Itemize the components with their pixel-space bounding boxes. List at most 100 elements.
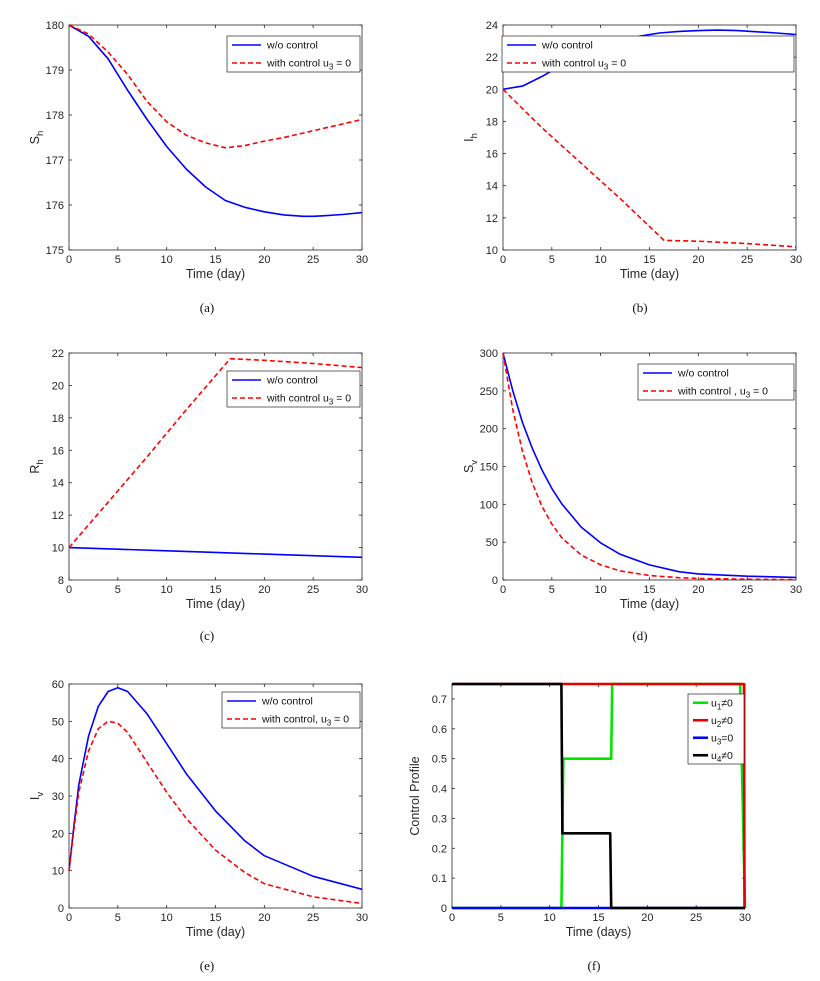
y-tick-label: 16: [52, 445, 64, 457]
legend-label-tail: ≠0: [721, 697, 733, 709]
y-axis-label-sub: v: [35, 792, 46, 797]
legend-label-sub: 1: [717, 702, 722, 711]
legend-label-main: w/o control: [541, 40, 593, 52]
chart-c: 0 5 10 15 20 25 30 8 10 12 14 16 18 20 22 Time (day) Rh w…: [28, 348, 368, 643]
panel-caption: (a): [200, 300, 214, 315]
panel-caption: (d): [632, 628, 647, 643]
y-axis-label: Control Profile: [408, 756, 422, 835]
x-tick-label: 20: [692, 584, 704, 596]
legend-label-main: with control u: [266, 58, 329, 70]
legend-label-tail: = 0: [333, 393, 351, 405]
legend-label: u4≠0: [711, 750, 733, 764]
legend: w/o control with control u3 = 0: [226, 35, 361, 73]
y-tick-label: 8: [58, 575, 64, 587]
y-axis-label: Sh: [28, 131, 46, 145]
series-line-1: [68, 686, 363, 891]
chart-e: 0 5 10 15 20 25 30 0 10 20 30 40 50 60 Time (day) Iv w/o…: [28, 679, 368, 973]
legend-box: [687, 693, 745, 765]
series-line-2: [502, 352, 797, 581]
legend-label-tail: =0: [721, 732, 733, 744]
legend-box: [226, 370, 361, 408]
y-tick-label: 10: [52, 543, 64, 555]
legend-label-sub: 3: [329, 398, 334, 407]
legend-label-tail: ≠0: [721, 750, 733, 762]
legend-label-main: w/o control: [266, 375, 318, 387]
y-axis-label-sub: h: [35, 131, 46, 136]
series-line-2: [68, 24, 363, 149]
y-tick-label: 18: [52, 413, 64, 425]
y-tick-label: 180: [46, 20, 64, 32]
series-line-2: [68, 357, 363, 549]
panel-caption: (b): [632, 300, 647, 315]
series-line-1: [502, 352, 797, 579]
x-tick-label: 20: [258, 912, 270, 924]
x-axis-label: Time (day): [186, 267, 245, 281]
y-axis-label: Iv: [28, 792, 46, 800]
x-tick-label: 20: [258, 254, 270, 266]
legend-label-tail: = 0: [331, 714, 349, 726]
y-axis-label-main: S: [28, 136, 42, 144]
x-tick-label: 0: [66, 584, 72, 596]
y-tick-label: 22: [486, 52, 498, 64]
x-tick-label: 30: [356, 584, 368, 596]
y-tick-label: 60: [52, 679, 64, 691]
x-tick-label: 20: [641, 912, 653, 924]
y-tick-label: 0.3: [432, 813, 447, 825]
y-tick-label: 20: [52, 380, 64, 392]
x-tick-label: 30: [356, 912, 368, 924]
legend-label-main: u: [711, 732, 717, 744]
legend-label-main: with control, u: [261, 714, 327, 726]
legend-label-main: w/o control: [261, 696, 313, 708]
x-tick-label: 25: [741, 584, 753, 596]
legend-label: with control u3 = 0: [541, 58, 626, 72]
legend-label-main: with control u: [541, 58, 604, 70]
chart-f: 0 5 10 15 20 25 30 0 0.1 0.2 0.3 0.4 0.5 0.6 0.7 Time (…: [408, 682, 751, 973]
x-tick-label: 30: [790, 254, 802, 266]
y-axis-label-main: I: [28, 797, 42, 800]
x-tick-label: 15: [209, 912, 221, 924]
legend-label: w/o control: [266, 375, 318, 387]
y-tick-label: 0: [58, 903, 64, 915]
legend-label-main: with control , u: [677, 386, 746, 398]
chart-a: 0 5 10 15 20 25 30 175 176 177 178 179 180 Time (day)…: [28, 20, 368, 315]
y-axis-label: Sv: [462, 460, 480, 473]
legend-label-main: u: [711, 715, 717, 727]
series-line-2: [68, 720, 363, 905]
legend: w/o control with control u3 = 0: [226, 370, 361, 408]
y-tick-label: 177: [46, 155, 64, 167]
x-tick-label: 0: [66, 912, 72, 924]
legend-label: with control, u3 = 0: [261, 714, 349, 728]
legend-label: u2≠0: [711, 715, 733, 729]
y-tick-label: 0: [492, 575, 498, 587]
y-tick-label: 12: [486, 213, 498, 225]
x-tick-label: 10: [161, 912, 173, 924]
x-axis-label: Time (day): [620, 267, 679, 281]
legend-label-sub: 2: [717, 720, 722, 729]
legend-label: w/o control: [677, 368, 729, 380]
legend-label-sub: 4: [717, 755, 722, 764]
x-axis-label: Time (day): [186, 597, 245, 611]
y-tick-label: 176: [46, 200, 64, 212]
x-tick-label: 5: [115, 254, 121, 266]
legend-label-sub: 3: [717, 737, 722, 746]
x-tick-label: 25: [741, 254, 753, 266]
legend-label-tail: = 0: [333, 58, 351, 70]
y-tick-label: 30: [52, 791, 64, 803]
y-tick-label: 179: [46, 65, 64, 77]
panel-caption: (e): [200, 958, 214, 973]
y-tick-label: 300: [480, 348, 498, 360]
y-tick-label: 150: [480, 462, 498, 474]
legend-label-main: u: [711, 697, 717, 709]
x-tick-label: 10: [161, 254, 173, 266]
y-axis-label-sub: v: [469, 460, 480, 465]
legend-box: [501, 35, 795, 73]
x-tick-label: 0: [449, 912, 455, 924]
x-axis-label: Time (day): [186, 925, 245, 939]
y-tick-label: 14: [52, 478, 64, 490]
x-tick-label: 0: [500, 254, 506, 266]
legend-label-main: w/o control: [677, 368, 729, 380]
y-axis-label-sub: h: [35, 459, 46, 464]
x-axis-label: Time (days): [566, 925, 632, 939]
x-tick-label: 30: [790, 584, 802, 596]
